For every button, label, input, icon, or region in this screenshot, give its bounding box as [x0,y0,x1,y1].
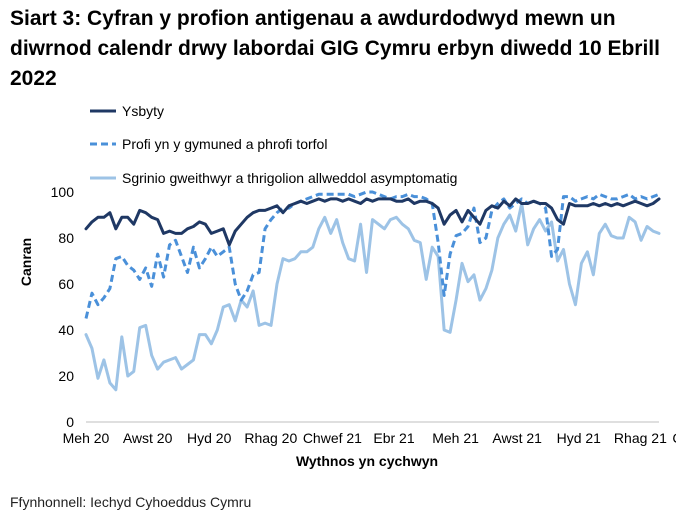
y-tick-label: 100 [51,184,75,200]
chart-title: Siart 3: Cyfran y profion antigenau a aw… [10,7,660,90]
legend: Ysbyty Profi yn y gymuned a phrofi torfo… [90,103,457,186]
x-tick-label: Chwef 22 [672,430,676,446]
series-layer [84,190,661,392]
x-tick-label: Awst 21 [492,430,542,446]
series-line-0 [84,197,661,247]
x-tick-label: Rhag 21 [614,430,667,446]
source-note: Ffynhonnell: Iechyd Cyhoeddus Cymru [10,494,252,510]
y-tick-label: 0 [66,414,74,430]
x-tick-label: Chwef 21 [303,430,362,446]
x-tick-label: Rhag 20 [244,430,297,446]
x-axis-title: Wythnos yn cychwyn [296,453,438,469]
y-axis-title: Canran [18,238,34,286]
x-tick-label: Meh 20 [63,430,110,446]
y-tick-label: 60 [58,276,74,292]
legend-label-community: Profi yn y gymuned a phrofi torfol [122,136,327,152]
x-tick-label: Awst 20 [123,430,173,446]
x-tick-label: Hyd 21 [557,430,602,446]
y-axis: 0 20 40 60 80 100 [51,184,75,430]
y-tick-label: 20 [58,368,74,384]
x-axis: Meh 20 Awst 20 Hyd 20 Rhag 20 Chwef 21 Ebr 21… [63,421,676,446]
x-tick-label: Hyd 20 [187,430,232,446]
series-line-2 [84,202,661,392]
legend-label-screening: Sgrinio gweithwyr a thrigolion allweddol… [122,170,457,186]
x-tick-label: Meh 21 [432,430,479,446]
y-tick-label: 40 [58,322,74,338]
x-tick-label: Ebr 21 [373,430,414,446]
series-line-1 [84,190,660,319]
legend-label-ysbyty: Ysbyty [122,103,164,119]
y-tick-label: 80 [58,230,74,246]
